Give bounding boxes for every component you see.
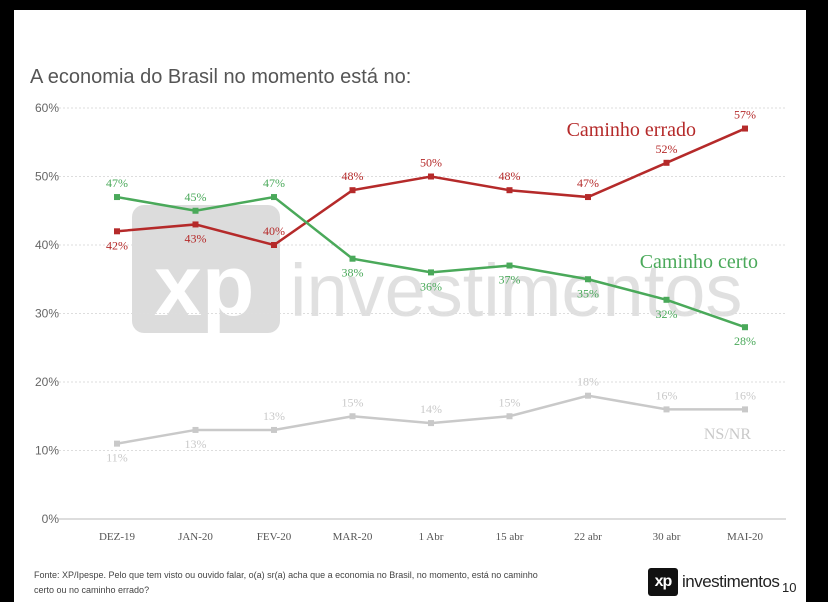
data-label: 15% [499, 395, 521, 409]
data-point [428, 420, 434, 427]
data-point [114, 194, 120, 201]
data-label: 13% [185, 437, 207, 451]
data-point [271, 426, 277, 433]
data-label: 16% [656, 388, 678, 402]
data-point [192, 207, 199, 214]
data-label: 52% [656, 142, 678, 156]
data-point [663, 406, 670, 413]
y-tick-label: 30% [35, 307, 59, 321]
data-label: 18% [577, 375, 599, 389]
data-label: 47% [106, 176, 128, 190]
data-point [428, 269, 434, 276]
x-tick-label: 30 abr [653, 531, 681, 543]
data-point [742, 125, 748, 132]
x-tick-label: DEZ-19 [99, 531, 136, 543]
y-tick-label: 10% [35, 444, 59, 458]
data-point [742, 406, 748, 413]
chart-title: A economia do Brasil no momento está no: [30, 66, 412, 88]
x-tick-label: 1 Abr [419, 531, 444, 543]
data-label: 37% [499, 273, 521, 287]
data-point [271, 242, 277, 248]
data-point [506, 187, 513, 194]
data-point [114, 228, 120, 235]
data-label: 57% [734, 108, 756, 122]
data-label: 11% [106, 451, 128, 465]
data-point [663, 159, 670, 166]
data-point [663, 296, 670, 303]
x-tick-label: 22 abr [574, 531, 602, 543]
series-layer: 42% 43% 40% 48% 50% 48% 47% 52% 57% Caminho errad… [106, 108, 758, 465]
data-label: 48% [499, 169, 521, 183]
line-chart: xp investimentos 0% 10% 20% 30% 40% 50% 60% DE… [35, 101, 786, 543]
data-point [349, 413, 356, 420]
data-label: 42% [106, 238, 128, 252]
series-name-label: NS/NR [704, 426, 751, 443]
data-label: 50% [420, 156, 442, 170]
data-label: 40% [263, 224, 285, 238]
data-label: 45% [185, 190, 207, 204]
slide: A economia do Brasil no momento está no:… [14, 10, 806, 602]
logo-text: investimentos [682, 572, 780, 591]
source-line-2: certo ou no caminho errado? [34, 585, 150, 595]
data-label: 32% [656, 307, 678, 321]
y-tick-label: 60% [35, 101, 59, 115]
data-point [114, 440, 120, 447]
data-label: 35% [577, 286, 599, 300]
data-label: 47% [577, 176, 599, 190]
data-label: 28% [734, 334, 756, 348]
data-point [428, 173, 434, 180]
series-line [116, 127, 746, 247]
data-point [506, 262, 513, 269]
data-label: 48% [342, 169, 364, 183]
x-tick-label: MAR-20 [333, 531, 373, 543]
watermark-text: investimentos [290, 249, 742, 332]
x-tick-label: MAI-20 [727, 531, 764, 543]
data-label: 36% [420, 279, 442, 293]
data-point [585, 194, 591, 201]
data-label: 43% [185, 231, 207, 245]
data-label: 13% [263, 409, 285, 423]
y-tick-label: 20% [35, 375, 59, 389]
series-name-label: Caminho errado [567, 119, 696, 141]
x-axis: DEZ-19 JAN-20 FEV-20 MAR-20 1 Abr 15 abr 22 ab… [99, 531, 764, 543]
data-label: 47% [263, 176, 285, 190]
data-label: 38% [342, 266, 364, 280]
source-line-1: Fonte: XP/Ipespe. Pelo que tem visto ou … [34, 570, 538, 580]
data-point [271, 194, 277, 201]
x-tick-label: 15 abr [496, 531, 524, 543]
series-ns-nr: 11% 13% 13% 15% 14% 15% 18% 16% 16% NS/NR [106, 375, 756, 465]
data-point [585, 392, 591, 399]
series-name-label: Caminho certo [640, 251, 758, 273]
data-point [506, 413, 513, 420]
data-point [585, 276, 591, 283]
logo-mark: xp [648, 568, 678, 596]
data-label: 14% [420, 402, 442, 416]
data-label: 15% [342, 395, 364, 409]
page-number: 10 [782, 580, 797, 595]
data-point [192, 221, 199, 228]
data-point [192, 426, 199, 433]
watermark-mark: xp [154, 238, 254, 334]
x-tick-label: FEV-20 [257, 531, 292, 543]
series-caminho-certo: 47% 45% 47% 38% 36% 37% 35% 32% 28% Caminho certo [106, 176, 758, 348]
y-tick-label: 50% [35, 170, 59, 184]
y-tick-label: 0% [42, 512, 60, 526]
series-caminho-errado: 42% 43% 40% 48% 50% 48% 47% 52% 57% Caminho errad… [106, 108, 756, 253]
data-point [349, 255, 356, 262]
y-tick-label: 40% [35, 238, 59, 252]
source-note: Fonte: XP/Ipespe. Pelo que tem visto ou … [34, 568, 624, 598]
y-axis: 0% 10% 20% 30% 40% 50% 60% [35, 101, 59, 526]
data-label: 16% [734, 388, 756, 402]
data-point [742, 324, 748, 331]
grid [59, 107, 786, 520]
data-point [349, 187, 356, 194]
x-tick-label: JAN-20 [178, 531, 213, 543]
